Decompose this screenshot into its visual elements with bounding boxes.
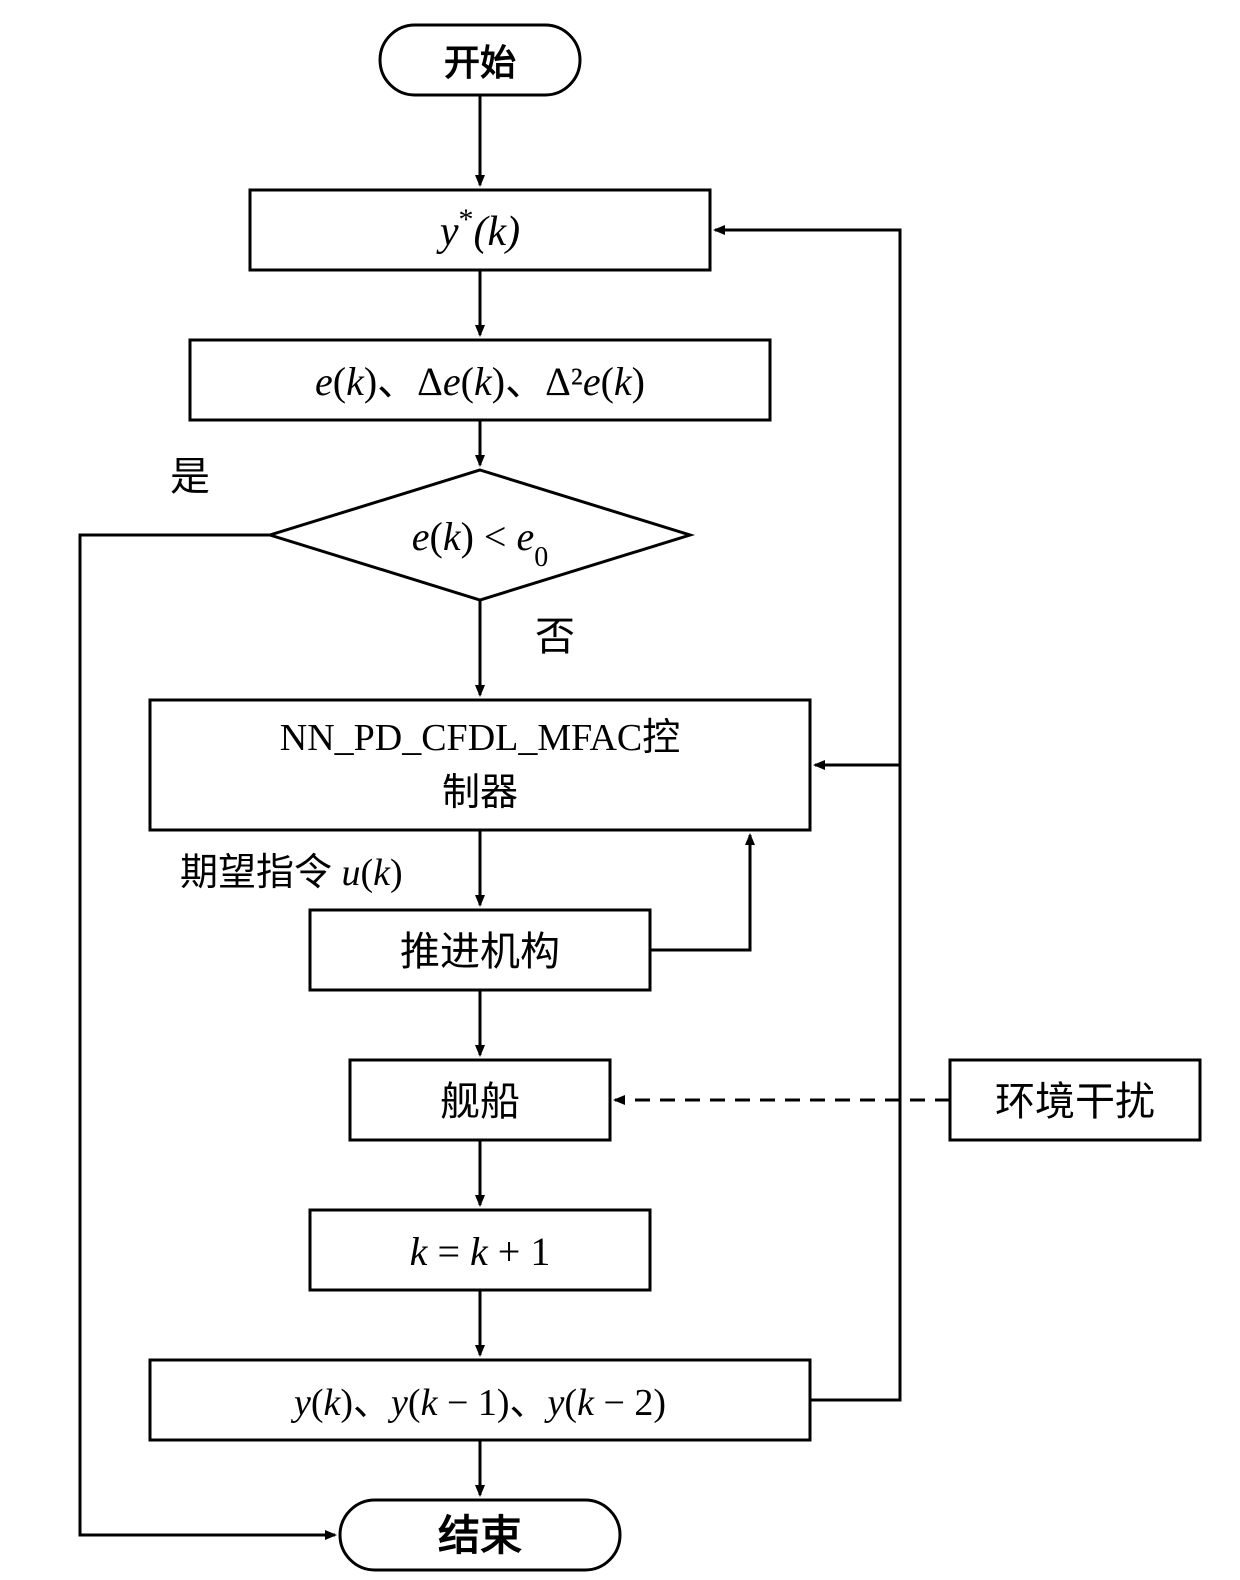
command-label: 期望指令 u(k) (180, 852, 403, 894)
ship-node: 舰船 (350, 1060, 610, 1140)
controller-node: NN_PD_CFDL_MFAC控 制器 (150, 700, 810, 830)
start-label: 开始 (444, 43, 516, 83)
controller-label-1: NN_PD_CFDL_MFAC控 (280, 717, 681, 759)
outputs-node: y(k)、y(k − 1)、y(k − 2) (150, 1360, 810, 1440)
propulsion-node: 推进机构 (310, 910, 650, 990)
errors-node: e(k)、Δe(k)、Δ²e(k) (190, 340, 770, 420)
yes-label: 是 (170, 454, 210, 499)
edge-outputs-ystar (715, 230, 900, 1400)
disturbance-node: 环境干扰 (950, 1060, 1200, 1140)
no-label: 否 (535, 614, 575, 659)
controller-label-2: 制器 (442, 772, 518, 814)
outputs-label: y(k)、y(k − 1)、y(k − 2) (290, 1382, 666, 1424)
ship-label: 舰船 (440, 1079, 520, 1124)
edge-propulsion-controller (650, 835, 750, 950)
end-node: 结束 (340, 1500, 620, 1570)
errors-label: e(k)、Δe(k)、Δ²e(k) (315, 359, 645, 404)
end-label: 结束 (438, 1513, 522, 1560)
flowchart-diagram: 开始 y*(k) e(k)、Δe(k)、Δ²e(k) e(k) < e0 是 否… (0, 0, 1240, 1580)
ystar-label: y*(k) (436, 203, 520, 256)
start-node: 开始 (380, 25, 580, 95)
ystar-node: y*(k) (250, 190, 710, 270)
propulsion-label: 推进机构 (400, 929, 560, 974)
decision-label: e(k) < e0 (412, 514, 549, 573)
increment-label: k = k + 1 (410, 1229, 551, 1274)
increment-node: k = k + 1 (310, 1210, 650, 1290)
decision-node: e(k) < e0 (270, 470, 690, 600)
disturbance-label: 环境干扰 (995, 1079, 1155, 1124)
